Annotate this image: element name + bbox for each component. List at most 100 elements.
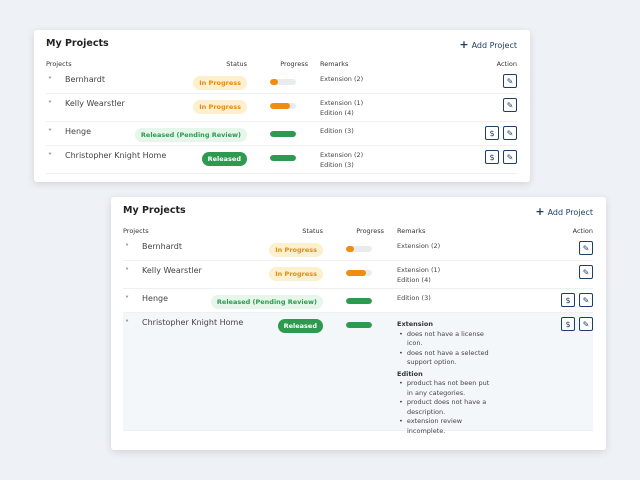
pricing-button[interactable]: $ — [561, 293, 575, 307]
project-name: Bernhardt — [65, 75, 105, 84]
remark-line: Edition (3) — [397, 294, 431, 302]
project-name: Christopher Knight Home — [142, 318, 244, 327]
remarks: Extension (2) Edition (3) — [320, 151, 363, 170]
table-header: Projects Status Progress Remarks Action — [46, 60, 517, 72]
edit-button[interactable]: ✎ — [503, 98, 517, 112]
chevron-down-icon[interactable]: ˅ — [48, 128, 52, 137]
remarks: Extension (2) — [320, 75, 363, 85]
pricing-button[interactable]: $ — [485, 126, 499, 140]
add-project-button[interactable]: + Add Project — [459, 38, 517, 51]
remarks: Extension (1) Edition (4) — [397, 266, 440, 285]
projects-panel-expanded: My Projects + Add Project Projects Status… — [111, 197, 606, 450]
row-actions: ✎ — [503, 74, 517, 88]
progress-bar — [346, 298, 372, 304]
remark-item: extension review incomplete. — [407, 417, 497, 436]
remark-item: product has not been put in any categori… — [407, 379, 497, 398]
edit-button[interactable]: ✎ — [503, 150, 517, 164]
status-badge: Released — [277, 319, 323, 333]
table-row[interactable]: ˅ Christopher Knight Home Released Exten… — [46, 146, 517, 174]
edit-icon: ✎ — [506, 76, 514, 86]
chevron-down-icon[interactable]: ˅ — [125, 295, 129, 304]
edit-icon: ✎ — [506, 100, 514, 110]
table-row[interactable]: ˅ Henge Released (Pending Review) Editio… — [123, 289, 593, 313]
row-actions: ✎ — [579, 265, 593, 279]
chevron-down-icon[interactable]: ˅ — [48, 76, 52, 85]
remarks: Edition (3) — [397, 294, 431, 304]
row-actions: $ ✎ — [561, 293, 593, 307]
edit-button[interactable]: ✎ — [579, 317, 593, 331]
remark-item: does not have a selected support option. — [407, 349, 497, 368]
chevron-up-icon[interactable]: ˄ — [125, 319, 129, 328]
table-row[interactable]: ˅ Kelly Wearstler In Progress Extension … — [46, 94, 517, 122]
chevron-down-icon[interactable]: ˅ — [48, 152, 52, 161]
project-name: Kelly Wearstler — [65, 99, 125, 108]
edit-button[interactable]: ✎ — [579, 293, 593, 307]
edit-icon: ✎ — [582, 267, 590, 277]
table-row[interactable]: ˅ Kelly Wearstler In Progress Extension … — [123, 261, 593, 289]
dollar-icon: $ — [565, 295, 571, 305]
remarks: Edition (3) — [320, 127, 354, 137]
col-remarks: Remarks — [320, 60, 349, 68]
remark-line: Extension (2) — [320, 151, 364, 159]
add-project-button[interactable]: + Add Project — [535, 205, 593, 218]
edit-button[interactable]: ✎ — [503, 126, 517, 140]
col-action: Action — [572, 227, 593, 235]
table-row[interactable]: ˄ Christopher Knight Home Released Exten… — [123, 313, 593, 435]
col-projects: Projects — [123, 227, 149, 235]
status-badge: In Progress — [193, 100, 247, 114]
project-name: Henge — [142, 294, 169, 303]
project-name: Henge — [65, 127, 92, 136]
pricing-button[interactable]: $ — [561, 317, 575, 331]
remark-line: Extension (1) — [320, 99, 364, 107]
remark-line: Edition (4) — [320, 108, 354, 117]
plus-icon: + — [459, 38, 469, 51]
table-row[interactable]: ˅ Henge Released (Pending Review) Editio… — [46, 122, 517, 146]
progress-bar — [270, 131, 296, 137]
edit-button[interactable]: ✎ — [579, 241, 593, 255]
dollar-icon: $ — [565, 319, 571, 329]
row-actions: $ ✎ — [485, 126, 517, 140]
add-project-label: Add Project — [471, 41, 517, 50]
edit-button[interactable]: ✎ — [579, 265, 593, 279]
edit-icon: ✎ — [506, 152, 514, 162]
chevron-down-icon[interactable]: ˅ — [125, 267, 129, 276]
table-row[interactable]: ˅ Bernhardt In Progress Extension (2) ✎ — [46, 70, 517, 94]
row-actions: $ ✎ — [561, 317, 593, 331]
remark-line: Edition (4) — [397, 275, 431, 284]
table-row[interactable]: ˅ Bernhardt In Progress Extension (2) ✎ — [123, 237, 593, 261]
progress-bar — [270, 79, 296, 85]
projects-panel: My Projects + Add Project Projects Status… — [34, 30, 530, 182]
progress-bar — [346, 322, 372, 328]
edit-icon: ✎ — [506, 128, 514, 138]
status-badge: In Progress — [193, 76, 247, 90]
status-badge: Released — [201, 152, 247, 166]
status-badge: In Progress — [269, 267, 323, 281]
pricing-button[interactable]: $ — [485, 150, 499, 164]
col-projects: Projects — [46, 60, 72, 68]
add-project-label: Add Project — [547, 208, 593, 217]
remark-item: does not have a license icon. — [407, 330, 497, 349]
project-name: Christopher Knight Home — [65, 151, 167, 160]
status-badge: Released (Pending Review) — [134, 128, 247, 142]
row-actions: ✎ — [579, 241, 593, 255]
row-actions: ✎ — [503, 98, 517, 112]
remark-heading: Edition — [397, 369, 423, 378]
remark-item: product does not have a description. — [407, 398, 497, 417]
status-badge: Released (Pending Review) — [210, 295, 323, 309]
progress-bar — [270, 155, 296, 161]
panel-title: My Projects — [123, 205, 186, 216]
col-status: Status — [226, 60, 247, 68]
edit-icon: ✎ — [582, 243, 590, 253]
plus-icon: + — [535, 205, 545, 218]
remarks: Extension does not have a license icon.do… — [397, 318, 497, 436]
col-remarks: Remarks — [397, 227, 426, 235]
remark-line: Extension (2) — [397, 242, 441, 250]
edit-button[interactable]: ✎ — [503, 74, 517, 88]
progress-bar — [270, 103, 296, 109]
remark-line: Edition (3) — [320, 127, 354, 135]
progress-bar — [346, 270, 372, 276]
col-status: Status — [302, 227, 323, 235]
chevron-down-icon[interactable]: ˅ — [48, 100, 52, 109]
project-name: Kelly Wearstler — [142, 266, 202, 275]
chevron-down-icon[interactable]: ˅ — [125, 243, 129, 252]
